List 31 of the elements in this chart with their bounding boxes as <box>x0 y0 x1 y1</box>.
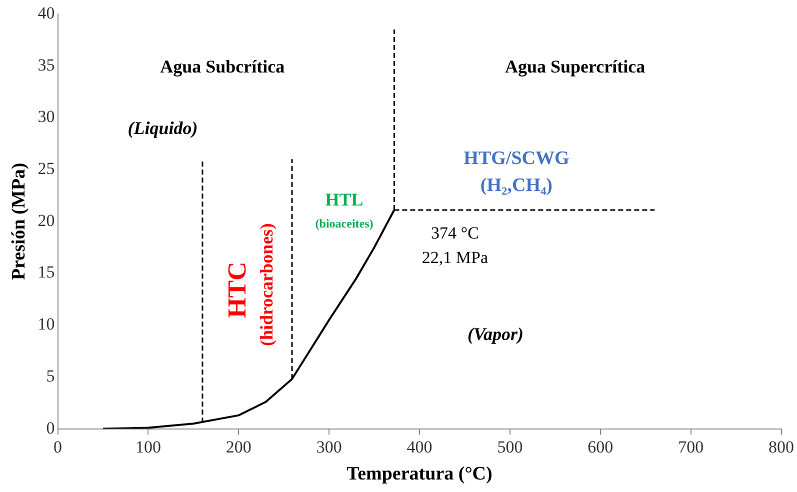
annotation: (Vapor) <box>467 324 524 344</box>
y-tick-label: 0 <box>46 418 55 438</box>
x-tick-label: 800 <box>768 437 794 456</box>
x-tick-label: 400 <box>406 437 432 456</box>
annotation: Agua Subcrítica <box>160 56 285 77</box>
annotation: 22,1 MPa <box>422 248 488 268</box>
x-tick-label: 700 <box>678 437 704 456</box>
annotation: (hidrocarbones) <box>256 223 276 346</box>
x-tick-label: 200 <box>226 437 252 456</box>
annotation: Agua Supercrítica <box>504 56 646 77</box>
y-tick-label: 10 <box>38 314 55 334</box>
x-tick-label: 100 <box>135 437 161 456</box>
annotation: HTG/SCWG <box>464 148 570 170</box>
annotation: HTC <box>222 262 252 318</box>
annotation: (Liquido) <box>128 118 198 138</box>
y-tick-label: 40 <box>38 3 55 22</box>
x-tick-label: 500 <box>497 437 523 456</box>
y-tick-label: 20 <box>38 210 55 230</box>
y-axis-title: Presión (MPa) <box>8 162 30 280</box>
y-tick-label: 15 <box>38 262 55 282</box>
x-axis-title: Temperatura (°C) <box>346 464 492 485</box>
annotation: (H₂,CH₄) <box>480 175 553 196</box>
y-tick-label: 35 <box>38 55 55 74</box>
annotation: (bioaceites) <box>315 216 374 231</box>
y-tick-label: 5 <box>46 366 55 386</box>
y-tick-label: 25 <box>38 159 55 178</box>
annotation: 374 °C <box>431 223 479 242</box>
annotation: HTL <box>325 189 364 210</box>
y-tick-label: 30 <box>38 107 55 126</box>
x-tick-label: 600 <box>588 437 614 456</box>
x-tick-label: 300 <box>316 437 342 456</box>
